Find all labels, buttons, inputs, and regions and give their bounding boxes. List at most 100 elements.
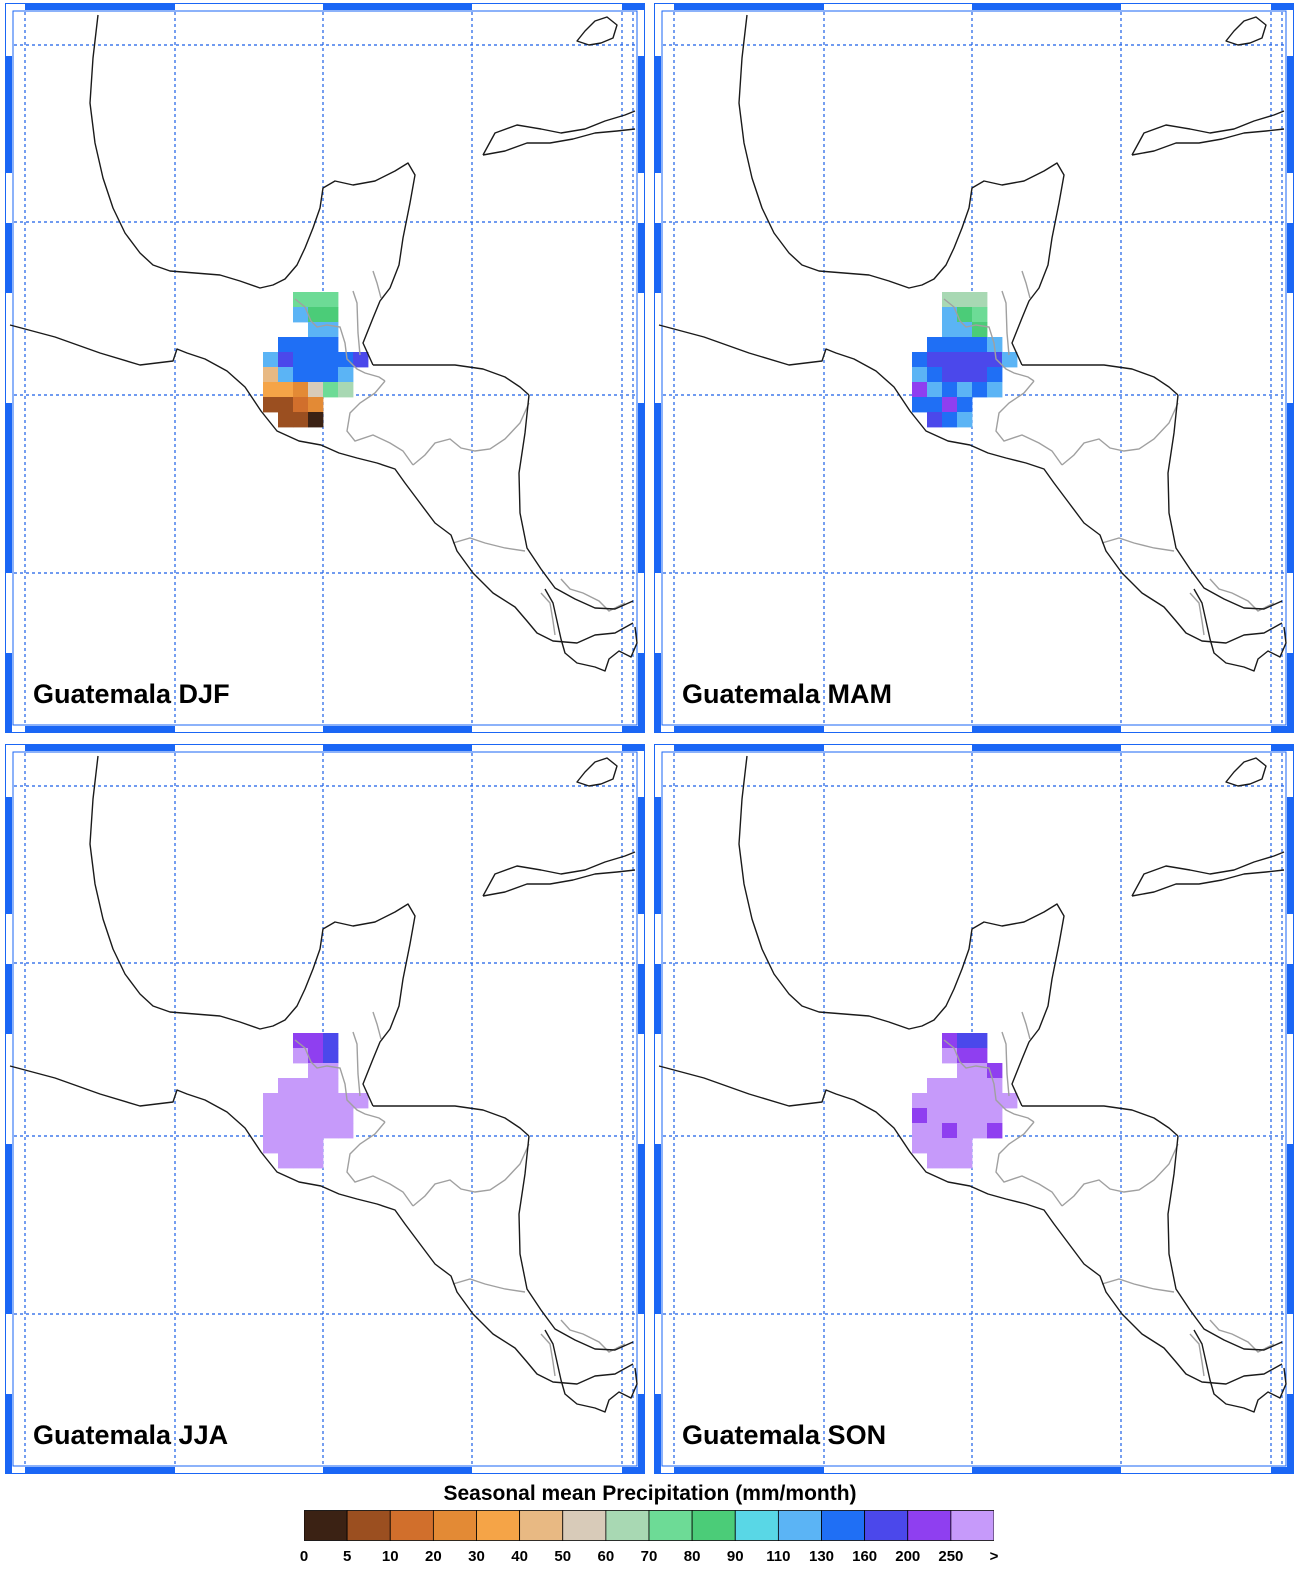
colorbar-swatch	[432, 1510, 477, 1541]
precip-cell	[293, 352, 309, 368]
coast-line	[1131, 110, 1285, 156]
precip-cell	[972, 337, 988, 353]
frame-tick-right	[638, 56, 644, 173]
precip-cell	[957, 1108, 973, 1124]
frame-tick-right	[1287, 653, 1293, 733]
coast-line	[482, 128, 636, 156]
border-line	[560, 1319, 626, 1353]
precip-cell	[278, 382, 294, 398]
precip-cell	[263, 382, 279, 398]
precip-cell	[323, 367, 339, 383]
border-line	[1209, 1319, 1275, 1353]
precip-cell	[338, 1108, 354, 1124]
coast-line	[1131, 869, 1285, 897]
map-panel-jja: Guatemala JJA	[5, 744, 645, 1474]
map-frame-inner	[12, 751, 638, 1467]
precip-cell	[308, 292, 324, 308]
precip-cell	[338, 1093, 354, 1109]
frame-tick-right	[1287, 56, 1293, 173]
frame-tick-right	[1287, 1144, 1293, 1314]
coast-line	[482, 869, 636, 897]
map-svg-jja: Guatemala JJA	[5, 744, 645, 1474]
precip-cell	[927, 1108, 943, 1124]
frame-tick-left	[655, 653, 661, 733]
precip-cell	[308, 337, 324, 353]
precip-cell	[942, 1078, 958, 1094]
coastline	[658, 755, 1287, 1413]
precip-cell	[293, 382, 309, 398]
map-svg-mam: Guatemala MAM	[654, 3, 1294, 733]
frame-tick-bottom	[1271, 726, 1294, 732]
country-borders	[943, 270, 1275, 636]
coast-line	[518, 394, 634, 610]
precip-cell	[323, 337, 339, 353]
colorbar-swatch	[648, 1510, 693, 1541]
precip-cell	[338, 352, 354, 368]
precip-cell	[972, 1078, 988, 1094]
coast-line	[518, 1135, 634, 1351]
colorbar-tick-label: 60	[597, 1548, 615, 1565]
precip-cell	[308, 1048, 324, 1064]
precip-cell	[927, 1153, 943, 1169]
precip-cell	[308, 1033, 324, 1049]
border-line	[352, 290, 361, 356]
precip-cell	[942, 397, 958, 413]
precip-cell	[308, 412, 324, 428]
coast-line	[482, 851, 636, 897]
precip-cell	[1002, 352, 1018, 368]
precip-cells-mam	[912, 292, 1018, 428]
precip-cell	[972, 1108, 988, 1124]
colorbar-tick-label: 200	[895, 1548, 921, 1565]
border-line	[1209, 578, 1275, 612]
map-frame-inner	[661, 10, 1287, 726]
precip-cell	[308, 1138, 324, 1154]
border-line	[346, 1121, 414, 1207]
precip-cell	[957, 307, 973, 323]
colorbar-tick-label: 70	[640, 1548, 658, 1565]
precip-cell	[957, 397, 973, 413]
coast-line	[1131, 851, 1285, 897]
precip-cell	[972, 1093, 988, 1109]
precip-cell	[957, 1063, 973, 1079]
border-line	[995, 1121, 1063, 1207]
precip-cell	[293, 1093, 309, 1109]
border-line	[540, 1333, 556, 1377]
precip-cell	[912, 1123, 928, 1139]
precip-cells-jja	[263, 1033, 369, 1169]
colorbar-swatch	[777, 1510, 822, 1541]
frame-tick-right	[638, 653, 644, 733]
coast-line	[89, 755, 416, 1107]
colorbar-swatch	[476, 1510, 521, 1541]
colorbar-swatch	[519, 1510, 564, 1541]
precip-cell	[278, 1153, 294, 1169]
precip-cell	[278, 1138, 294, 1154]
coastline	[658, 14, 1287, 672]
country-borders	[294, 270, 626, 636]
frame-tick-left	[655, 403, 661, 573]
precip-cell	[293, 1078, 309, 1094]
precip-cell	[957, 1123, 973, 1139]
precip-cells-djf	[263, 292, 369, 428]
precip-cell	[942, 1138, 958, 1154]
coast-line	[658, 324, 1283, 644]
colorbar-swatch	[734, 1510, 779, 1541]
frame-tick-left	[6, 653, 12, 733]
precip-cell	[263, 1138, 279, 1154]
coast-line	[544, 588, 638, 672]
frame-tick-left	[655, 223, 661, 293]
precip-cell	[942, 307, 958, 323]
precip-cell	[308, 397, 324, 413]
map-frame-inner	[12, 10, 638, 726]
precip-cell	[323, 1093, 339, 1109]
precip-cell	[987, 1093, 1003, 1109]
coastline	[9, 14, 638, 672]
precip-cell	[942, 1123, 958, 1139]
precip-cell	[278, 337, 294, 353]
frame-tick-top	[1271, 4, 1294, 10]
coastline	[9, 755, 638, 1413]
colorbar-tick-label: >	[989, 1548, 999, 1565]
coast-line	[373, 1105, 530, 1137]
precip-cell	[972, 322, 988, 338]
precip-cell	[972, 382, 988, 398]
border-line	[346, 380, 414, 466]
